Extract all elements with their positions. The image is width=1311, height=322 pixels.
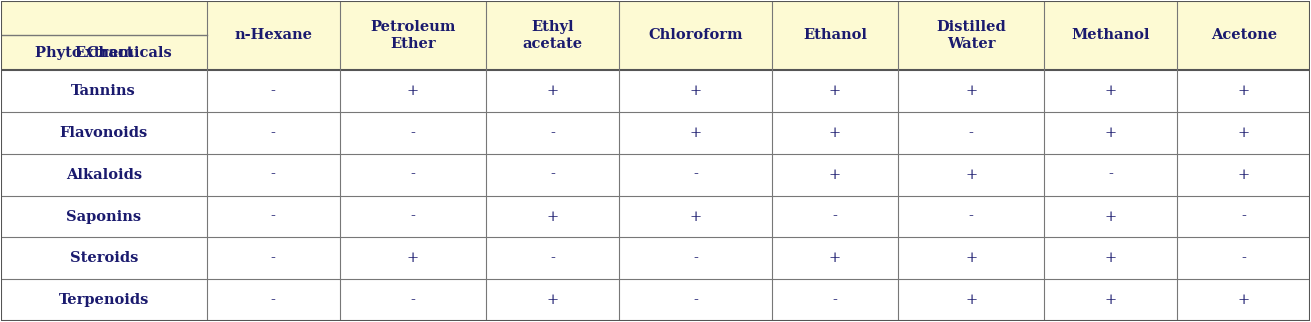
Text: -: - xyxy=(410,126,416,140)
Text: +: + xyxy=(690,210,701,223)
Text: -: - xyxy=(410,168,416,182)
Text: Chloroform: Chloroform xyxy=(648,28,742,42)
Text: +: + xyxy=(965,293,977,308)
Text: Alkaloids: Alkaloids xyxy=(66,168,142,182)
Text: Steroids: Steroids xyxy=(69,251,138,265)
Bar xyxy=(1,112,1310,154)
Text: +: + xyxy=(690,84,701,98)
Text: -: - xyxy=(410,293,416,308)
Text: +: + xyxy=(1105,210,1117,223)
Text: +: + xyxy=(829,168,842,182)
Text: +: + xyxy=(1105,251,1117,265)
Text: +: + xyxy=(406,84,420,98)
Bar xyxy=(1,70,1310,112)
Text: n-Hexane: n-Hexane xyxy=(235,28,312,42)
Bar xyxy=(1,154,1310,195)
Text: -: - xyxy=(551,126,555,140)
Text: -: - xyxy=(1108,168,1113,182)
Text: +: + xyxy=(1238,293,1249,308)
Text: +: + xyxy=(690,126,701,140)
Text: -: - xyxy=(694,251,697,265)
Text: Distilled
Water: Distilled Water xyxy=(936,20,1006,51)
Text: +: + xyxy=(829,251,842,265)
Text: -: - xyxy=(271,293,275,308)
Text: -: - xyxy=(832,210,838,223)
Text: -: - xyxy=(832,293,838,308)
Text: -: - xyxy=(551,251,555,265)
Text: -: - xyxy=(271,168,275,182)
Text: Methanol: Methanol xyxy=(1071,28,1150,42)
Text: Ethanol: Ethanol xyxy=(804,28,867,42)
Bar xyxy=(1,238,1310,279)
Bar xyxy=(1,1,1310,70)
Text: +: + xyxy=(829,126,842,140)
Text: +: + xyxy=(547,293,558,308)
Text: -: - xyxy=(271,251,275,265)
Text: +: + xyxy=(965,84,977,98)
Text: +: + xyxy=(547,210,558,223)
Text: Ethyl
acetate: Ethyl acetate xyxy=(522,20,582,51)
Text: -: - xyxy=(969,210,974,223)
Text: +: + xyxy=(406,251,420,265)
Text: +: + xyxy=(1105,293,1117,308)
Text: -: - xyxy=(271,84,275,98)
Text: -: - xyxy=(1242,251,1247,265)
Text: Flavonoids: Flavonoids xyxy=(59,126,148,140)
Text: -: - xyxy=(969,126,974,140)
Text: Acetone: Acetone xyxy=(1211,28,1277,42)
Text: Tannins: Tannins xyxy=(71,84,136,98)
Text: +: + xyxy=(1105,84,1117,98)
Text: Saponins: Saponins xyxy=(66,210,142,223)
Text: -: - xyxy=(271,210,275,223)
Text: Terpenoids: Terpenoids xyxy=(59,293,149,308)
Text: Extract: Extract xyxy=(73,45,134,60)
Bar xyxy=(1,195,1310,238)
Text: +: + xyxy=(829,84,842,98)
Text: +: + xyxy=(547,84,558,98)
Text: +: + xyxy=(1238,168,1249,182)
Text: -: - xyxy=(1242,210,1247,223)
Text: -: - xyxy=(410,210,416,223)
Text: +: + xyxy=(965,251,977,265)
Text: -: - xyxy=(694,293,697,308)
Bar xyxy=(1,279,1310,321)
Text: -: - xyxy=(271,126,275,140)
Text: -: - xyxy=(694,168,697,182)
Text: +: + xyxy=(965,168,977,182)
Text: Phyto Chemicals: Phyto Chemicals xyxy=(35,45,172,60)
Text: -: - xyxy=(551,168,555,182)
Text: Petroleum
Ether: Petroleum Ether xyxy=(370,20,455,51)
Text: +: + xyxy=(1238,84,1249,98)
Text: +: + xyxy=(1238,126,1249,140)
Text: +: + xyxy=(1105,126,1117,140)
